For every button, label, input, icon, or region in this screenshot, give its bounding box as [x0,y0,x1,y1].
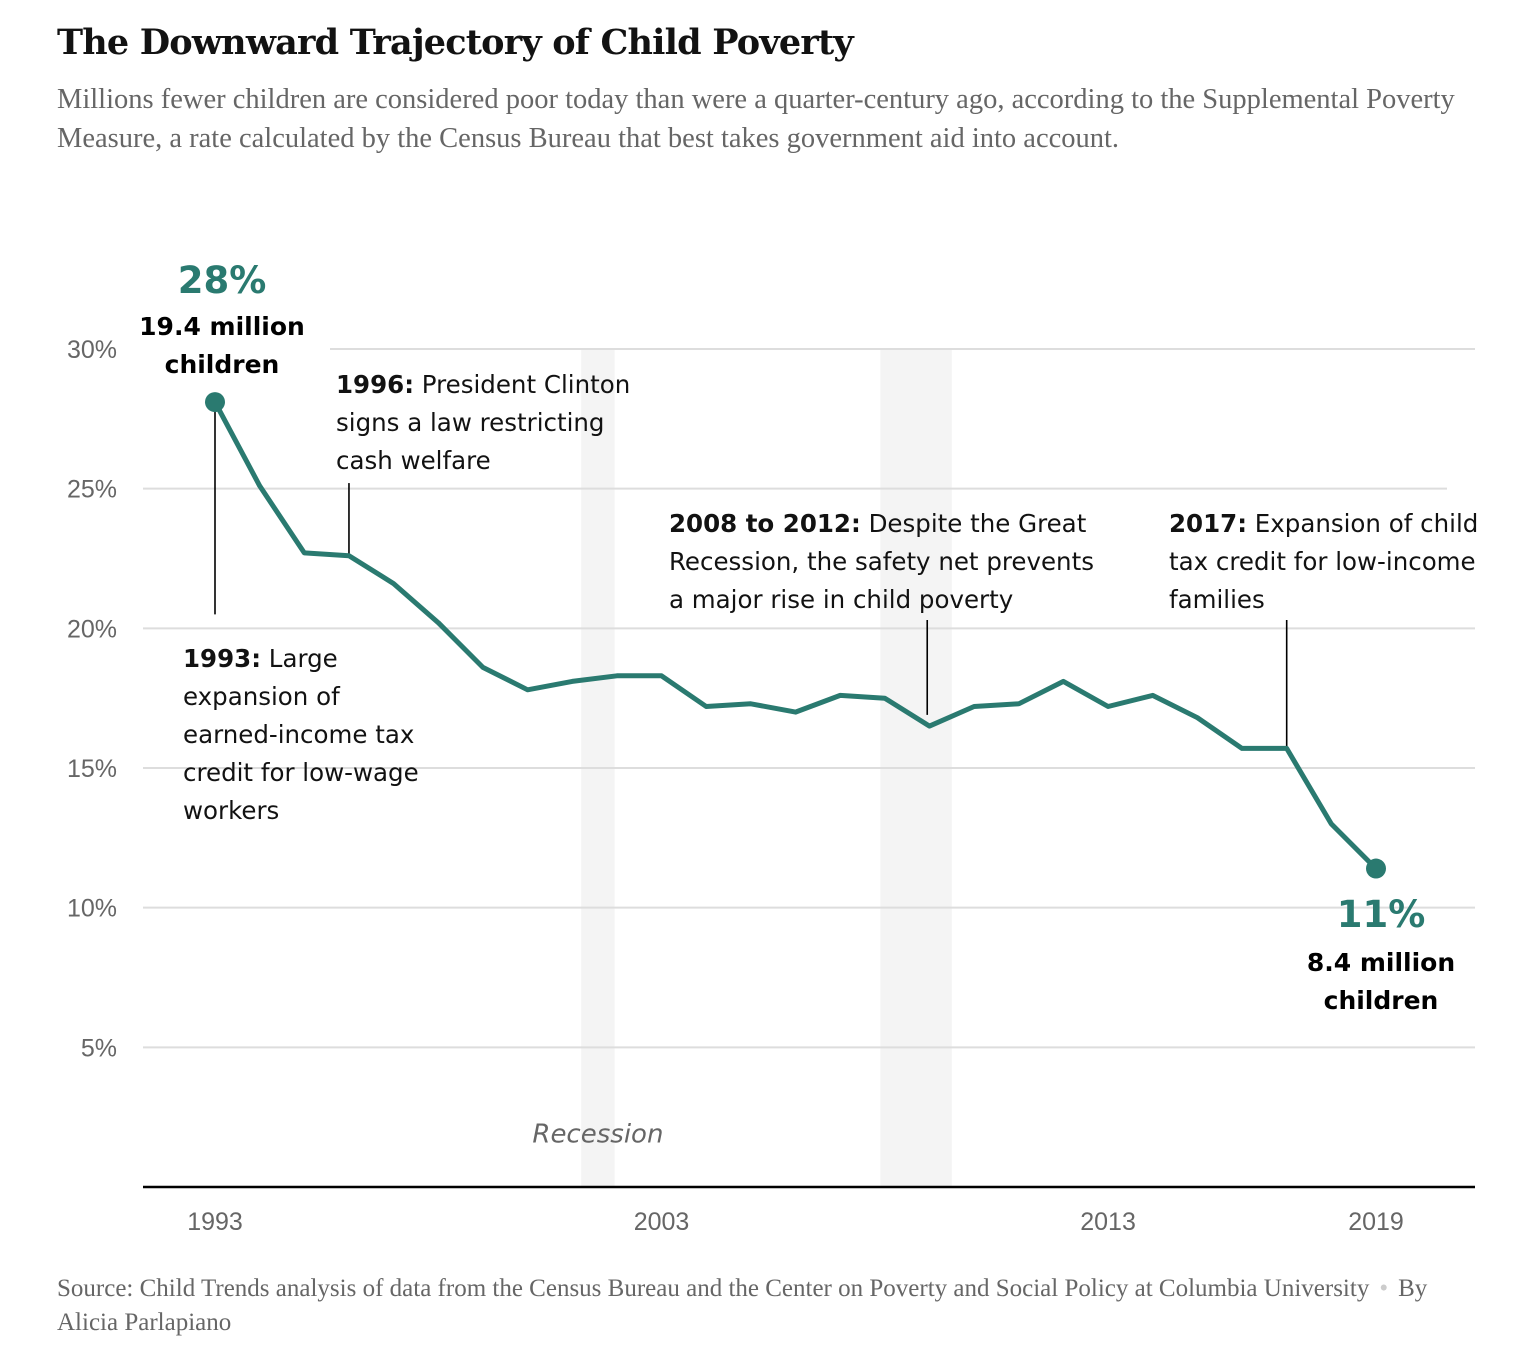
annotation-text-4: 2017: Expansion of child tax credit for l… [1169,509,1478,614]
annotation-lead: 1996: [336,370,414,399]
start-count-label: children [165,350,280,379]
chart-title: The Downward Trajectory of Child Poverty [57,22,854,63]
end-percent-label: 11% [1337,893,1426,936]
y-tick-label-5: 5% [81,1034,117,1062]
annotation-leader-lines [214,402,1288,749]
annotation-text-1: 1993: Large expansion of earned-income tax… [183,644,419,825]
annotation-lead: 2017: [1169,509,1247,538]
endpoint-labels: 28% 19.4 million children 11% 8.4 million chi… [139,259,1455,1015]
annotation-line: workers [183,796,279,825]
y-tick-label-15: 15% [67,755,117,783]
annotation-line: 1993: Large [183,644,338,673]
start-point-marker [205,392,225,413]
source-label: Source: [57,1275,134,1302]
annotation-line: Recession, the safety net prevents [669,547,1094,576]
annotation-line: tax credit for low-income [1169,547,1476,576]
annotation-line: credit for low-wage [183,758,419,787]
end-count-label: children [1324,986,1439,1015]
x-axis-ticks: 1993 2003 2013 2019 [187,1208,1404,1236]
y-axis-ticks: 5% 10% 15% 20% 25% 30% [67,336,117,1062]
series-line-child-poverty-rate [212,399,1379,872]
poverty-line-chart: 5% 10% 15% 20% 25% 30% 1993 2003 2013 2019 1993:… [67,259,1478,1236]
annotation-line: earned-income tax [183,720,414,749]
annotation-line: a major rise in child poverty [669,585,1013,614]
byline: By Alicia Parlapiano [57,1275,1428,1336]
x-tick-label-1993: 1993 [187,1208,243,1236]
y-tick-label-20: 20% [67,615,117,643]
y-tick-label-30: 30% [67,336,117,364]
x-tick-label-2019: 2019 [1348,1208,1404,1236]
annotation-lead: 2008 to 2012: [669,509,861,538]
annotation-text-2: 1996: President Clinton signs a law restr… [336,370,630,475]
end-count-label: 8.4 million [1307,948,1455,977]
annotation-text-3: 2008 to 2012: Despite the Great Recession… [669,509,1094,614]
annotation-lead: 1993: [183,644,261,673]
y-tick-label-25: 25% [67,476,117,504]
chart-subtitle: Millions fewer children are considered p… [57,84,1455,154]
start-percent-label: 28% [178,259,267,302]
annotation-line: expansion of [183,682,341,711]
endpoint-markers [205,392,1386,879]
start-count-label: 19.4 million [139,312,305,341]
gridlines [143,348,1475,1049]
x-tick-label-2003: 2003 [634,1208,690,1236]
end-point-marker [1366,858,1386,879]
annotation-line: 2008 to 2012: Despite the Great [669,509,1087,538]
footer: Source: Child Trends analysis of data fr… [57,1272,1487,1340]
annotations: 1993: Large expansion of earned-income tax… [183,370,1478,825]
recession-label: Recession [532,1119,663,1149]
annotation-line: 2017: Expansion of child [1169,509,1478,538]
y-tick-label-10: 10% [67,895,117,923]
annotation-line: signs a law restricting [336,408,604,437]
annotation-line: families [1169,585,1265,614]
annotation-line: 1996: President Clinton [336,370,630,399]
x-tick-label-2013: 2013 [1080,1208,1136,1236]
annotation-line: cash welfare [336,446,491,475]
separator-dot: • [1379,1275,1389,1302]
source-text: Child Trends analysis of data from the C… [139,1275,1370,1302]
